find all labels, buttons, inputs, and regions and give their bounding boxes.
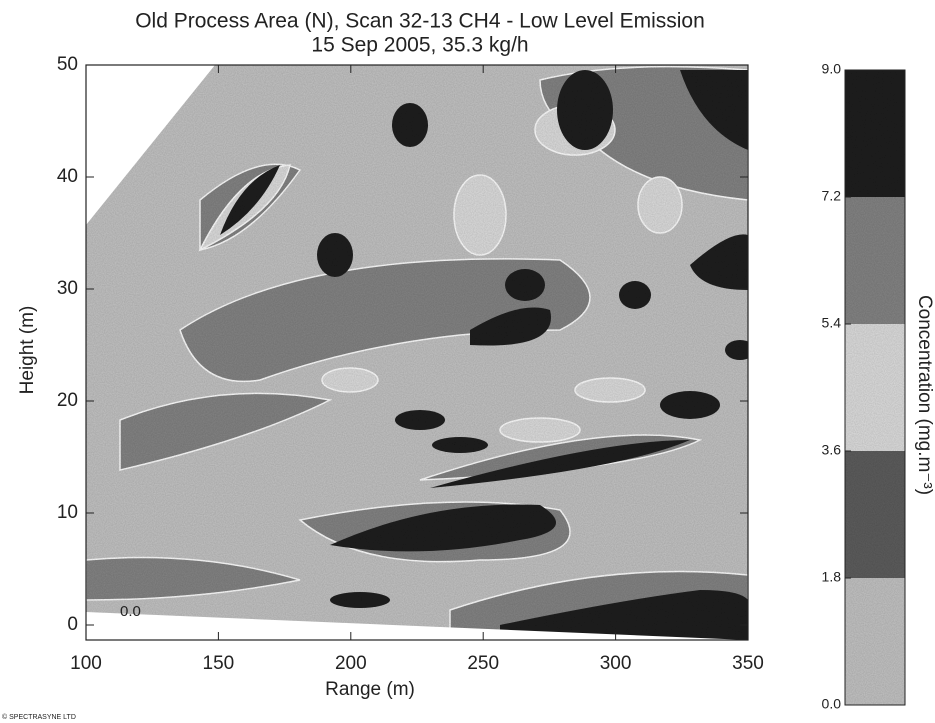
y-tick-label: 10 (57, 502, 78, 523)
colorbar-tick-label: 7.2 (822, 188, 842, 204)
source-note: © SPECTRASYNE LTD (2, 713, 76, 721)
colorbar-band (845, 578, 905, 705)
x-axis-label: Range (m) (325, 679, 415, 700)
colorbar-band (845, 324, 905, 451)
x-tick-label: 300 (600, 653, 632, 674)
chart-subtitle: 15 Sep 2005, 35.3 kg/h (311, 34, 528, 57)
colorbar-tick-label: 0.0 (822, 696, 842, 712)
x-tick-label: 100 (70, 653, 102, 674)
x-tick-label: 250 (467, 653, 499, 674)
colorbar-band (845, 197, 905, 324)
colorbar-frame (844, 69, 906, 706)
y-tick-label: 0 (67, 614, 78, 635)
colorbar-band (845, 70, 905, 197)
colorbar-label: Concentration (mg.m⁻³) (914, 295, 935, 495)
y-tick-label: 30 (57, 278, 78, 299)
y-tick-label: 50 (57, 54, 78, 75)
x-tick-label: 200 (335, 653, 367, 674)
colorbar-tick-label: 9.0 (822, 61, 842, 77)
y-tick-label: 20 (57, 390, 78, 411)
x-tick-label: 150 (203, 653, 235, 674)
y-axis-label: Height (m) (17, 306, 38, 395)
contour-field (86, 65, 748, 640)
y-tick-label: 40 (57, 166, 78, 187)
colorbar-tick-label: 3.6 (822, 442, 842, 458)
plot-frame (85, 64, 749, 641)
colorbar-tick-label: 1.8 (822, 569, 842, 585)
colorbar-tick-label: 5.4 (822, 315, 842, 331)
contour-label: 0.0 (120, 603, 141, 620)
x-tick-label: 350 (732, 653, 764, 674)
colorbar-band (845, 451, 905, 578)
chart-title: Old Process Area (N), Scan 32-13 CH4 - L… (135, 10, 705, 33)
